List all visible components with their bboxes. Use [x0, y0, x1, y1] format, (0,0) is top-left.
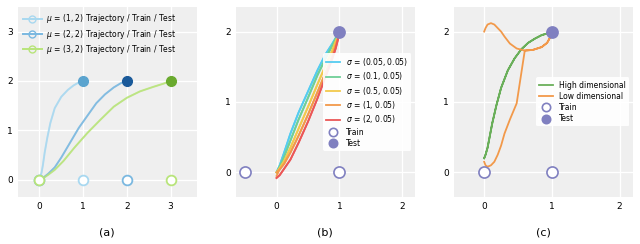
- Legend: $\mu$ = (1, 2) Trajectory / Train / Test, $\mu$ = (2, 2) Trajectory / Train / Te: $\mu$ = (1, 2) Trajectory / Train / Test…: [21, 11, 178, 57]
- Text: (b): (b): [317, 227, 333, 237]
- Legend: $\sigma$ = (0.05, 0.05), $\sigma$ = (0.1, 0.05), $\sigma$ = (0.5, 0.05), $\sigma: $\sigma$ = (0.05, 0.05), $\sigma$ = (0.1…: [323, 53, 411, 151]
- Legend: High dimensional, Low dimensional, Train, Test: High dimensional, Low dimensional, Train…: [536, 78, 629, 126]
- Text: (c): (c): [536, 227, 551, 237]
- Text: (a): (a): [99, 227, 115, 237]
